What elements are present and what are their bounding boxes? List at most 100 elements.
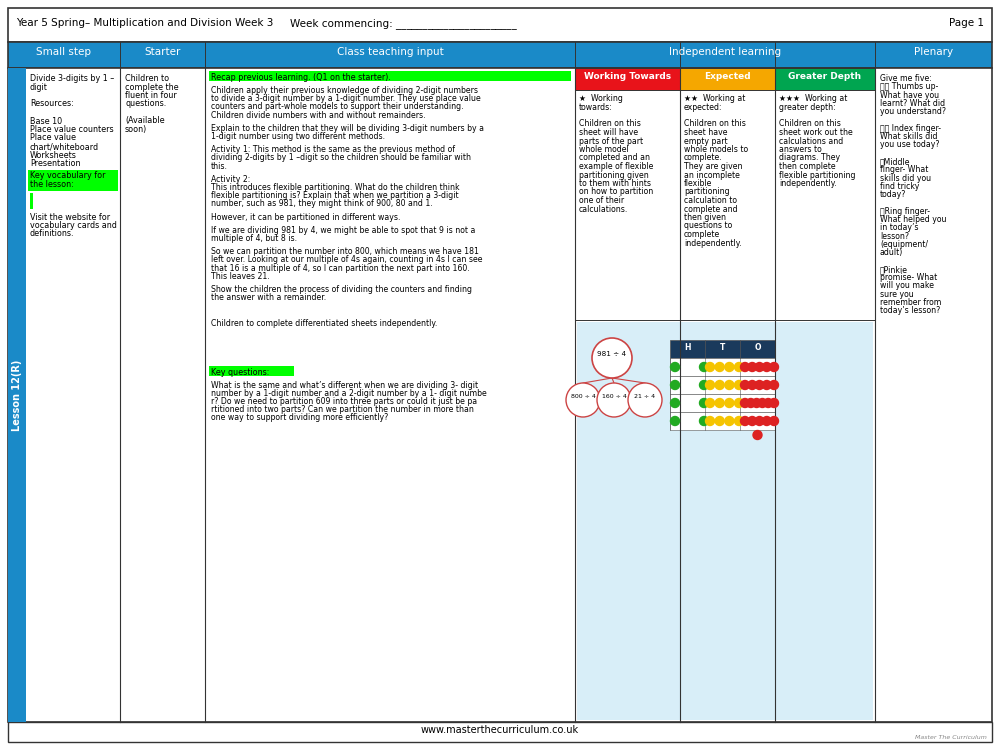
Circle shape bbox=[734, 398, 744, 407]
Circle shape bbox=[597, 383, 631, 417]
Circle shape bbox=[706, 398, 714, 407]
Text: then given: then given bbox=[684, 213, 726, 222]
Text: Week commencing: _______________________: Week commencing: _______________________ bbox=[290, 18, 517, 29]
Text: independently.: independently. bbox=[779, 179, 837, 188]
Text: the lesson:: the lesson: bbox=[30, 180, 74, 189]
Circle shape bbox=[770, 380, 778, 389]
Text: calculations.: calculations. bbox=[579, 205, 628, 214]
Circle shape bbox=[706, 380, 714, 389]
Text: Children apply their previous knowledge of dividing 2-digit numbers: Children apply their previous knowledge … bbox=[211, 86, 478, 95]
Text: Expected: Expected bbox=[704, 72, 751, 81]
Text: Children on this: Children on this bbox=[579, 119, 641, 128]
Bar bbox=[775, 68, 875, 90]
Text: Children on this: Children on this bbox=[684, 119, 746, 128]
Circle shape bbox=[752, 398, 761, 407]
Text: complete and: complete and bbox=[684, 205, 738, 214]
Circle shape bbox=[753, 430, 762, 439]
Circle shape bbox=[700, 362, 708, 371]
Bar bbox=[680, 68, 775, 90]
Text: calculation to: calculation to bbox=[684, 196, 737, 205]
Text: What is the same and what’s different when we are dividing 3- digit: What is the same and what’s different wh… bbox=[211, 380, 478, 389]
Circle shape bbox=[770, 398, 778, 407]
Text: Year 5 Spring– Multiplication and Division Week 3: Year 5 Spring– Multiplication and Divisi… bbox=[16, 18, 273, 28]
Text: Greater Depth: Greater Depth bbox=[788, 72, 862, 81]
Circle shape bbox=[715, 416, 724, 425]
Text: to them with hints: to them with hints bbox=[579, 179, 651, 188]
Circle shape bbox=[748, 380, 757, 389]
Text: soon): soon) bbox=[125, 125, 147, 134]
Text: 160 ÷ 4: 160 ÷ 4 bbox=[602, 394, 626, 400]
Text: diagrams. They: diagrams. They bbox=[779, 154, 840, 163]
Circle shape bbox=[762, 416, 771, 425]
Text: parts of the part: parts of the part bbox=[579, 136, 643, 146]
Text: complete the: complete the bbox=[125, 82, 179, 92]
Text: you understand?: you understand? bbox=[880, 107, 946, 116]
Circle shape bbox=[734, 380, 744, 389]
Text: flexible partitioning: flexible partitioning bbox=[779, 170, 856, 179]
Text: Lesson 12(R): Lesson 12(R) bbox=[12, 359, 22, 430]
Text: 👆🏻 Index finger-: 👆🏻 Index finger- bbox=[880, 124, 941, 133]
Bar bbox=[670, 412, 775, 430]
Text: multiple of 4, but 8 is.: multiple of 4, but 8 is. bbox=[211, 234, 297, 243]
Text: Independent learning: Independent learning bbox=[669, 47, 781, 57]
Circle shape bbox=[725, 416, 734, 425]
Text: Presentation: Presentation bbox=[30, 159, 80, 168]
Text: 👇Middle: 👇Middle bbox=[880, 157, 910, 166]
Text: Children to complete differentiated sheets independently.: Children to complete differentiated shee… bbox=[211, 320, 437, 328]
Text: questions to: questions to bbox=[684, 221, 732, 230]
Text: What skills did: What skills did bbox=[880, 132, 938, 141]
Text: in today’s: in today’s bbox=[880, 224, 918, 232]
Text: H: H bbox=[684, 343, 691, 352]
Text: finger- What: finger- What bbox=[880, 165, 928, 174]
Text: Place value: Place value bbox=[30, 134, 76, 142]
Bar bbox=[670, 376, 775, 394]
Text: one of their: one of their bbox=[579, 196, 624, 205]
Text: rtitioned into two parts? Can we partition the number in more than: rtitioned into two parts? Can we partiti… bbox=[211, 405, 474, 414]
Circle shape bbox=[762, 380, 771, 389]
Text: to divide a 3-digit number by a 1-digit number. They use place value: to divide a 3-digit number by a 1-digit … bbox=[211, 94, 481, 104]
Text: If we are dividing 981 by 4, we might be able to spot that 9 is not a: If we are dividing 981 by 4, we might be… bbox=[211, 226, 475, 235]
Bar bbox=[670, 340, 775, 358]
Text: partitioning: partitioning bbox=[684, 188, 730, 196]
Bar bbox=[8, 42, 992, 68]
Text: chart/whiteboard: chart/whiteboard bbox=[30, 142, 99, 151]
Text: Recap previous learning. (Q1 on the starter).: Recap previous learning. (Q1 on the star… bbox=[211, 73, 391, 82]
Text: Activity 2:: Activity 2: bbox=[211, 175, 250, 184]
Circle shape bbox=[566, 383, 600, 417]
Text: an incomplete: an incomplete bbox=[684, 170, 740, 179]
Text: find tricky: find tricky bbox=[880, 182, 919, 191]
Text: So we can partition the number into 800, which means we have 181: So we can partition the number into 800,… bbox=[211, 248, 479, 256]
Text: 981 ÷ 4: 981 ÷ 4 bbox=[597, 351, 627, 357]
Text: then complete: then complete bbox=[779, 162, 836, 171]
Circle shape bbox=[700, 398, 708, 407]
Text: lesson?: lesson? bbox=[880, 232, 909, 241]
Text: Divide 3-digits by 1 –: Divide 3-digits by 1 – bbox=[30, 74, 114, 83]
Text: counters and part-whole models to support their understanding.: counters and part-whole models to suppor… bbox=[211, 103, 464, 112]
Circle shape bbox=[715, 380, 724, 389]
Text: adult): adult) bbox=[880, 248, 903, 257]
Text: independently.: independently. bbox=[684, 238, 742, 248]
Text: What helped you: What helped you bbox=[880, 215, 946, 224]
Text: the answer with a remainder.: the answer with a remainder. bbox=[211, 293, 326, 302]
Text: Children to: Children to bbox=[125, 74, 169, 83]
Text: number by a 1-digit number and a 2-digit number by a 1- digit numbe: number by a 1-digit number and a 2-digit… bbox=[211, 388, 487, 398]
Text: flexible partitioning is? Explain that when we partition a 3-digit: flexible partitioning is? Explain that w… bbox=[211, 191, 459, 200]
Circle shape bbox=[764, 398, 773, 407]
Text: What have you: What have you bbox=[880, 91, 939, 100]
Text: www.masterthecurriculum.co.uk: www.masterthecurriculum.co.uk bbox=[421, 725, 579, 735]
Text: towards:: towards: bbox=[579, 103, 613, 112]
Circle shape bbox=[700, 380, 708, 389]
Text: Master The Curriculum: Master The Curriculum bbox=[915, 735, 987, 740]
Circle shape bbox=[706, 416, 714, 425]
Circle shape bbox=[740, 398, 750, 407]
Text: Key vocabulary for: Key vocabulary for bbox=[30, 172, 106, 181]
Circle shape bbox=[706, 362, 714, 371]
Text: expected:: expected: bbox=[684, 103, 722, 112]
Text: one way to support dividing more efficiently?: one way to support dividing more efficie… bbox=[211, 413, 388, 422]
Text: digit: digit bbox=[30, 82, 48, 92]
Text: 👍✅ Thumbs up-: 👍✅ Thumbs up- bbox=[880, 82, 938, 92]
Text: ★  Working: ★ Working bbox=[579, 94, 623, 103]
Bar bbox=[8, 68, 26, 722]
Bar bbox=[28, 170, 118, 190]
Text: partitioning given: partitioning given bbox=[579, 170, 649, 179]
